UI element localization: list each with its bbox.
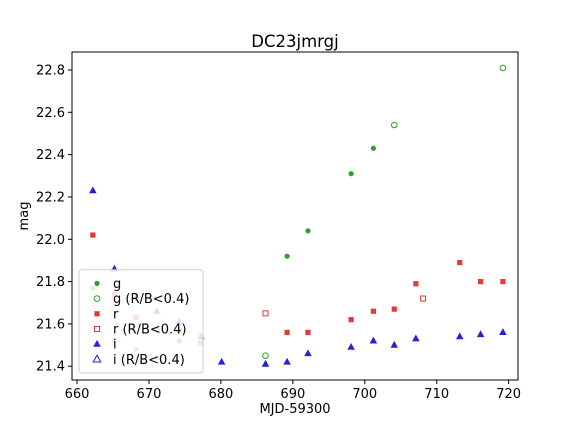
x-tick-label: 720 <box>496 387 521 402</box>
legend-marker <box>94 326 100 332</box>
data-point-series-1 <box>262 352 269 359</box>
x-tick-label: 710 <box>424 387 449 402</box>
data-point-series-2 <box>457 259 463 266</box>
data-point-series-4 <box>89 186 97 194</box>
data-point-series-4 <box>261 359 270 367</box>
data-point-series-4 <box>283 357 291 365</box>
data-point-series-1 <box>390 121 398 129</box>
legend-marker <box>93 295 101 302</box>
data-point-series-4 <box>304 349 312 357</box>
y-tick-label: 22.6 <box>36 106 65 121</box>
data-point-series-1 <box>499 64 507 72</box>
y-tick-label: 21.4 <box>36 360 65 375</box>
data-point-series-4 <box>217 357 226 365</box>
data-point-series-2 <box>391 306 397 312</box>
y-tick-label: 22.0 <box>36 233 65 248</box>
y-tick-label: 21.6 <box>36 317 65 332</box>
x-tick-label: 700 <box>352 387 377 402</box>
y-tick-label: 21.8 <box>36 275 65 290</box>
x-tick-label: 680 <box>208 387 233 402</box>
data-point-series-0 <box>370 145 377 151</box>
legend-marker <box>94 280 100 286</box>
legend-box <box>78 269 204 374</box>
data-point-series-3 <box>262 310 269 317</box>
plot-frame <box>71 51 519 381</box>
data-point-series-0 <box>348 171 354 177</box>
data-point-series-4 <box>412 334 420 342</box>
y-tick-label: 22.2 <box>36 190 65 205</box>
legend-marker <box>94 311 100 317</box>
y-tick-label: 22.4 <box>36 148 65 163</box>
legend-marker <box>92 354 102 363</box>
x-tick-label: 660 <box>65 387 90 402</box>
legend-label: i <box>113 338 117 353</box>
data-point-series-2 <box>284 329 290 335</box>
y-axis-label: mag <box>17 202 32 231</box>
legend-label: i (R/B<0.4) <box>113 353 185 368</box>
data-point-series-4 <box>499 328 507 335</box>
x-axis: 660 670 680 690 700 710 720 <box>65 380 521 402</box>
data-point-series-2 <box>500 279 506 285</box>
y-tick-label: 22.8 <box>36 63 65 78</box>
x-axis-label: MJD-59300 <box>259 402 330 417</box>
legend-label: r <box>113 307 119 322</box>
data-point-series-2 <box>305 329 311 335</box>
data-point-series-4 <box>455 332 464 340</box>
data-point-series-3 <box>420 295 427 302</box>
legend: gg (R/B<0.4)rr (R/B<0.4)ii (R/B<0.4) <box>78 269 204 374</box>
data-point-series-2 <box>477 279 484 285</box>
data-point-series-2 <box>90 232 96 238</box>
data-point-series-2 <box>370 308 377 314</box>
legend-label: r (R/B<0.4) <box>113 323 187 338</box>
chart-title: DC23jmrgj <box>251 32 338 51</box>
data-point-series-4 <box>369 336 378 344</box>
data-point-series-4 <box>476 330 485 338</box>
x-tick-label: 670 <box>137 387 162 402</box>
data-point-series-4 <box>347 343 355 350</box>
legend-marker <box>93 340 101 347</box>
data-point-series-4 <box>390 340 399 348</box>
data-point-series-0 <box>305 228 311 234</box>
y-axis: 21.4 21.6 21.8 22.0 22.2 22.4 22.6 22.8 <box>36 63 72 375</box>
legend-label: g (R/B<0.4) <box>113 292 189 307</box>
data-point-series-2 <box>413 281 419 287</box>
data-point-series-2 <box>348 317 354 323</box>
data-point-series-0 <box>284 253 290 259</box>
legend-label: g <box>113 277 121 292</box>
x-tick-label: 690 <box>280 387 305 402</box>
